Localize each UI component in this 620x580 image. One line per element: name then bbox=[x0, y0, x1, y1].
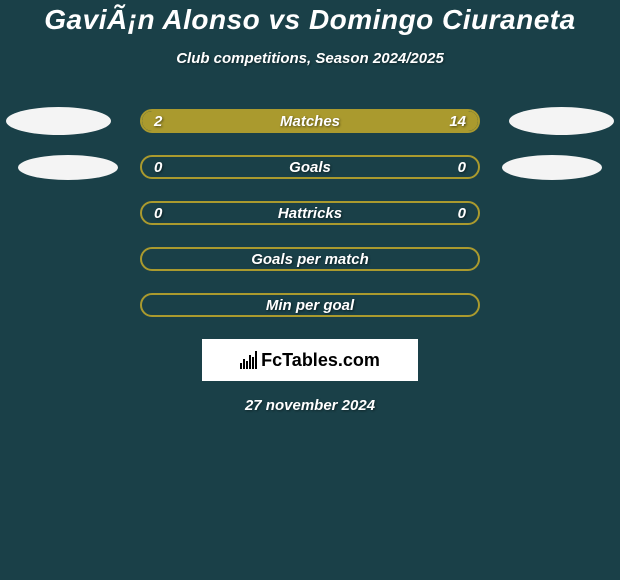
stat-label: Goals per match bbox=[251, 251, 369, 268]
stat-bar: 0 Goals 0 bbox=[140, 155, 480, 179]
date-text: 27 november 2024 bbox=[245, 397, 375, 414]
stat-value-left: 0 bbox=[154, 205, 162, 222]
subtitle: Club competitions, Season 2024/2025 bbox=[176, 50, 444, 67]
main-container: GaviÃ¡n Alonso vs Domingo Ciuraneta Club… bbox=[0, 0, 620, 414]
stat-label: Min per goal bbox=[266, 297, 354, 314]
player-badge-right bbox=[502, 155, 602, 180]
logo-text: FcTables.com bbox=[261, 350, 380, 371]
stat-row: Min per goal bbox=[0, 293, 620, 317]
page-title: GaviÃ¡n Alonso vs Domingo Ciuraneta bbox=[44, 4, 575, 36]
stat-label: Matches bbox=[280, 113, 340, 130]
stat-value-right: 0 bbox=[458, 159, 466, 176]
stat-value-left: 0 bbox=[154, 159, 162, 176]
chart-icon bbox=[240, 351, 257, 369]
player-badge-left bbox=[6, 107, 111, 135]
stat-value-right: 0 bbox=[458, 205, 466, 222]
stat-bar: 2 Matches 14 bbox=[140, 109, 480, 133]
stat-row: 2 Matches 14 bbox=[0, 109, 620, 133]
stat-bar: Min per goal bbox=[140, 293, 480, 317]
stat-value-left: 2 bbox=[154, 113, 162, 130]
logo-box[interactable]: FcTables.com bbox=[202, 339, 418, 381]
player-badge-left bbox=[18, 155, 118, 180]
stat-bar: 0 Hattricks 0 bbox=[140, 201, 480, 225]
stat-label: Hattricks bbox=[278, 205, 342, 222]
stat-row: 0 Hattricks 0 bbox=[0, 201, 620, 225]
stats-area: 2 Matches 14 0 Goals 0 0 Hattricks 0 Goals per ma… bbox=[0, 109, 620, 317]
stat-bar: Goals per match bbox=[140, 247, 480, 271]
stat-row: Goals per match bbox=[0, 247, 620, 271]
logo-inner: FcTables.com bbox=[240, 350, 380, 371]
stat-fill-left bbox=[142, 111, 184, 131]
stat-row: 0 Goals 0 bbox=[0, 155, 620, 179]
stat-label: Goals bbox=[289, 159, 331, 176]
stat-value-right: 14 bbox=[449, 113, 466, 130]
player-badge-right bbox=[509, 107, 614, 135]
